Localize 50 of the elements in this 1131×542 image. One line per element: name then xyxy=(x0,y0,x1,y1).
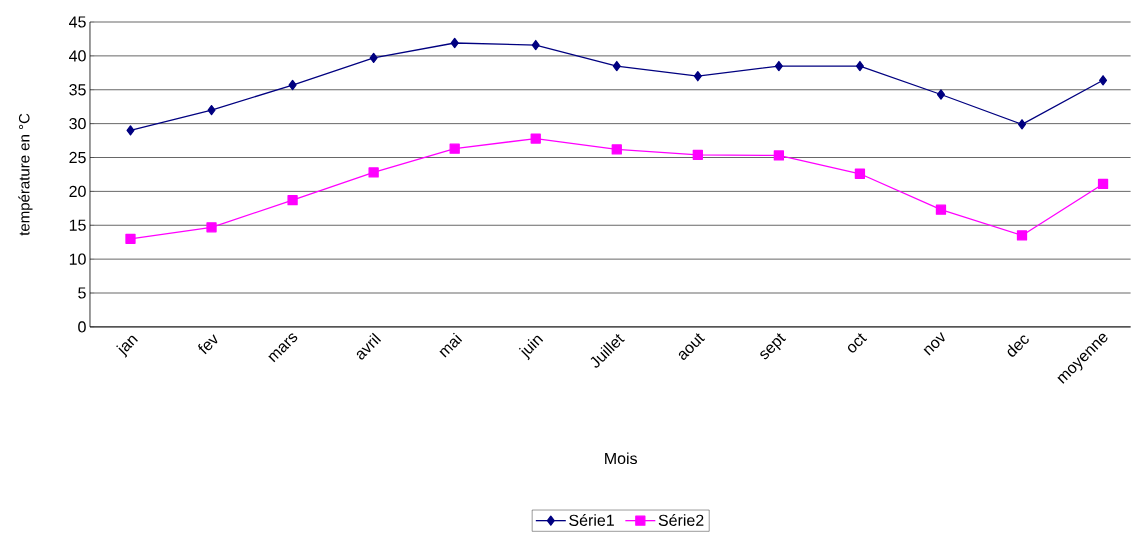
x-tick-label: nov xyxy=(923,332,945,356)
point xyxy=(936,89,945,100)
point xyxy=(693,71,702,82)
y-tick-label: 5 xyxy=(78,287,86,299)
x-tick-label: oct xyxy=(847,333,868,353)
y-tick-label: 15 xyxy=(69,219,86,231)
y-axis-title: température en °C xyxy=(18,113,33,236)
legend-label: Série2 xyxy=(658,514,704,527)
point xyxy=(1099,75,1108,86)
y-tick-label: 20 xyxy=(69,185,86,198)
point xyxy=(774,60,783,72)
y-tick-label: 10 xyxy=(69,253,86,265)
legend-label: Série1 xyxy=(569,514,614,527)
x-tick-label: juin xyxy=(518,335,544,361)
point xyxy=(206,222,217,233)
y-tick-label: 45 xyxy=(69,16,86,28)
x-tick-label: sept xyxy=(760,333,787,360)
point xyxy=(449,143,460,154)
point xyxy=(935,204,947,215)
y-tick-label: 0 xyxy=(78,321,86,333)
point xyxy=(531,39,540,51)
x-tick-label: aout xyxy=(678,333,705,361)
point xyxy=(1097,178,1109,190)
point xyxy=(692,149,703,161)
point xyxy=(611,144,622,155)
x-tick-label: fev xyxy=(198,334,218,355)
x-axis-title: Mois xyxy=(605,452,637,465)
point xyxy=(1016,230,1028,241)
point xyxy=(1017,119,1027,130)
y-tick-label: 40 xyxy=(69,50,86,62)
x-tick-label: avril xyxy=(356,332,382,360)
point xyxy=(369,52,378,64)
point xyxy=(530,133,541,144)
point xyxy=(207,105,216,116)
point xyxy=(287,195,298,206)
point xyxy=(450,37,459,49)
x-tick-label: mai xyxy=(439,332,463,358)
point xyxy=(855,60,864,72)
point xyxy=(773,150,785,161)
y-tick-label: 30 xyxy=(69,118,86,130)
point xyxy=(288,79,297,91)
x-tick-label: dec xyxy=(1007,335,1029,357)
y-tick-label: 25 xyxy=(69,151,86,164)
x-tick-label: jan xyxy=(116,335,138,358)
point xyxy=(854,168,866,180)
y-tick-label: 35 xyxy=(69,84,86,96)
point xyxy=(368,167,379,178)
point xyxy=(126,125,135,136)
point xyxy=(125,233,136,245)
point xyxy=(612,60,621,72)
